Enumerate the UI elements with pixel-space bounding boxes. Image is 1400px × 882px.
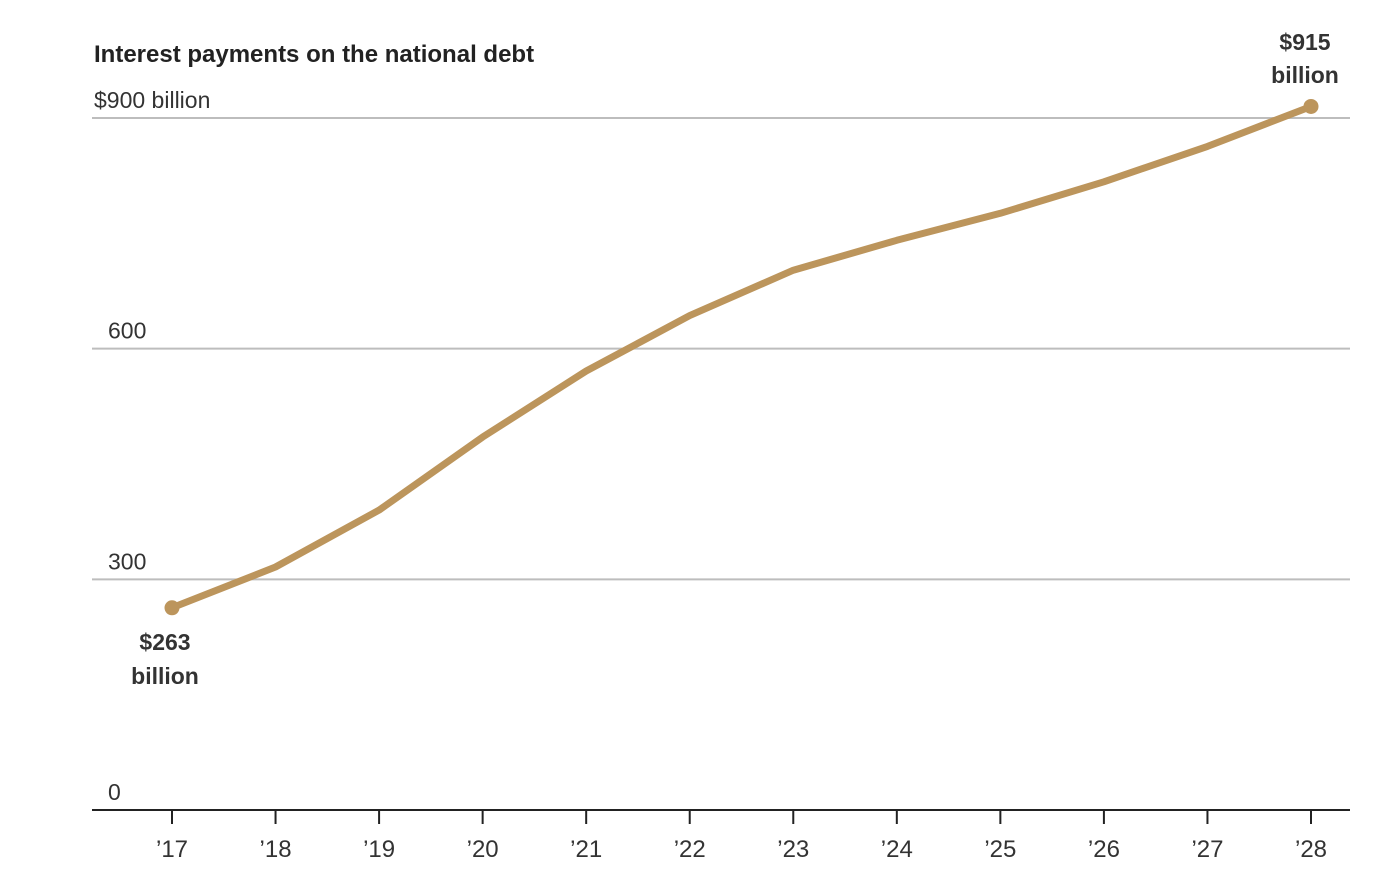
x-tick-label: ’26: [1088, 836, 1120, 863]
x-tick-label: ’22: [674, 836, 706, 863]
x-tick-label: ’18: [260, 836, 292, 863]
x-tick-label: ’25: [984, 836, 1016, 863]
x-tick-label: ’20: [467, 836, 499, 863]
y-tick-label: 300: [108, 548, 146, 574]
series-line: [168, 103, 1315, 612]
annotation-value: $915: [1279, 29, 1330, 55]
y-tick-label: 600: [108, 318, 146, 344]
y-tick-label: 0: [108, 779, 121, 805]
annotation-value: $263: [139, 629, 190, 655]
endpoint-markers: [164, 98, 1319, 616]
x-tick-label: ’24: [881, 836, 913, 863]
annotation-unit: billion: [1271, 62, 1339, 88]
x-tick-label: ’28: [1295, 836, 1327, 863]
x-tick-label: ’23: [777, 836, 809, 863]
y-axis-tick-labels: $900 billion 600 300 0: [94, 87, 210, 805]
endpoint-marker: [164, 600, 180, 616]
x-tick-label: ’17: [156, 836, 188, 863]
x-tick-label: ’21: [570, 836, 602, 863]
x-tick-label: ’27: [1191, 836, 1223, 863]
endpoint-annotations: $263 billion $915 billion: [131, 29, 1339, 689]
gridlines: [92, 117, 1350, 581]
x-axis: ’17 ’18 ’19 ’20 ’21 ’22 ’23 ’24 ’25 ’26 ’27 ’28: [156, 810, 1327, 863]
endpoint-marker: [1303, 98, 1319, 114]
annotation-unit: billion: [131, 663, 199, 689]
y-tick-label: $900 billion: [94, 87, 210, 113]
chart-title: Interest payments on the national debt: [94, 41, 534, 68]
x-tick-label: ’19: [363, 836, 395, 863]
